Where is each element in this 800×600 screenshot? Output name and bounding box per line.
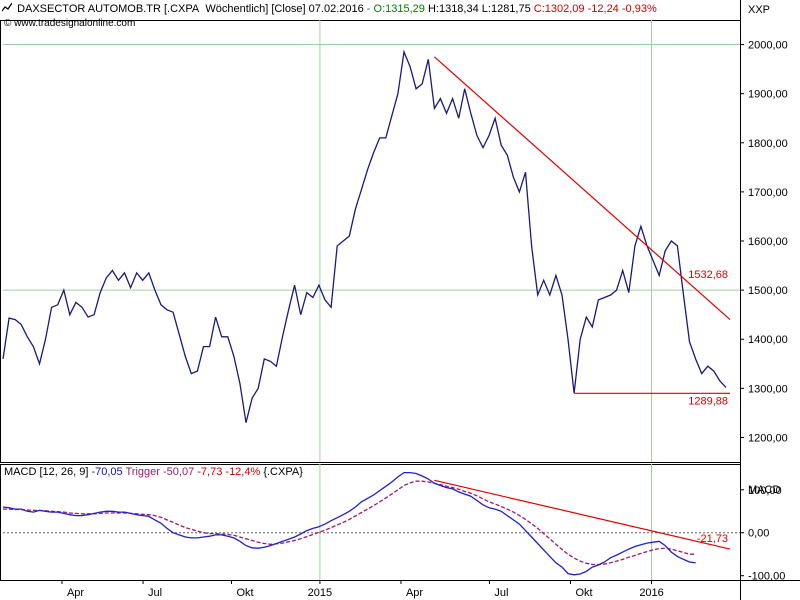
price-y-tick-label-6: 1400,00 <box>748 334 788 346</box>
x-tick-label-4: Apr <box>406 587 423 599</box>
close-value: C:1302,09 <box>533 3 585 15</box>
macd-panel-border <box>0 464 741 581</box>
price-annotation-1-label: 1289,88 <box>688 396 728 408</box>
x-tick-label-7: 2016 <box>639 587 663 599</box>
price-axis-title: XXP <box>748 4 771 16</box>
high-value: H:1318,34 <box>427 3 479 15</box>
macd-line <box>2 471 696 576</box>
price-annotation-0-label: 1532,68 <box>688 269 728 281</box>
price-y-tick-label-1: 1900,00 <box>748 89 788 101</box>
chart-axes: 2000,00 1900,00 1800,00 1700,00 1600,00 1500,… <box>61 40 788 599</box>
open-value: - O:1315,29 <box>366 3 425 15</box>
chart-grid <box>3 20 740 580</box>
x-tick-label-1: Jul <box>148 587 162 599</box>
chart-series <box>2 49 727 576</box>
date-label: 07.02.2016 <box>308 3 364 15</box>
trigger-line <box>3 480 696 566</box>
x-tick-label-5: Jul <box>494 587 508 599</box>
price-y-tick-label-2: 1800,00 <box>748 138 788 150</box>
chart-header: DAXSECTOR AUTOMOB.TR [.CXPA Wöchentlich]… <box>1 2 657 15</box>
trigger-value: -50,07 <box>163 466 195 478</box>
price-panel-border <box>0 20 741 463</box>
macd-value: -70,05 <box>91 466 123 478</box>
price-y-tick-label-3: 1700,00 <box>748 187 788 199</box>
macd-header: MACD [12, 26, 9] -70,05 Trigger -50,07 -… <box>4 466 303 478</box>
low-value: L:1281,75 <box>481 3 531 15</box>
macd-axis-title: MACD <box>748 484 781 496</box>
x-tick-label-0: Apr <box>67 587 84 599</box>
x-tick-label-3: 2015 <box>308 587 332 599</box>
price-y-tick-label-8: 1200,00 <box>748 432 788 444</box>
macd-diff-pct: -12,4% <box>225 466 261 478</box>
chart-type-icon <box>1 2 14 15</box>
macd-annotation-0-label: -21,73 <box>697 533 728 545</box>
macd-y-tick-label-0: 100,00 <box>748 485 782 497</box>
macd-label: MACD [12, 26, 9] <box>4 466 89 478</box>
change-value: -12,24 <box>587 3 619 15</box>
source-url: www.tradesignalonline.com <box>14 18 136 29</box>
price-y-tick-label-7: 1300,00 <box>748 383 788 395</box>
source-label: © www.tradesignalonline.com <box>4 18 135 29</box>
macd-annotation-0-line <box>434 479 731 550</box>
macd-symbol: {.CXPA} <box>263 466 303 478</box>
chart-annotations: 1532,68 1289,88 -21,73 <box>433 56 731 550</box>
price-line <box>2 49 727 423</box>
x-tick-label-6: Okt <box>575 587 592 599</box>
trigger-label: Trigger <box>125 466 160 478</box>
price-annotation-0-line <box>433 56 731 321</box>
period-label: Wöchentlich] [Close] <box>205 3 306 15</box>
price-y-tick-label-5: 1500,00 <box>748 285 788 297</box>
price-y-tick-label-0: 2000,00 <box>748 40 788 52</box>
copyright-icon: © <box>4 18 12 29</box>
macd-y-tick-label-2: -100,00 <box>748 571 785 583</box>
macd-diff: -7,73 <box>197 466 223 478</box>
change-pct: -0,93% <box>621 3 657 15</box>
price-y-tick-label-4: 1600,00 <box>748 236 788 248</box>
x-tick-label-2: Okt <box>236 587 253 599</box>
macd-y-tick-label-1: 0,00 <box>748 528 769 540</box>
instrument-name: DAXSECTOR AUTOMOB.TR [.CXPA <box>17 3 200 15</box>
